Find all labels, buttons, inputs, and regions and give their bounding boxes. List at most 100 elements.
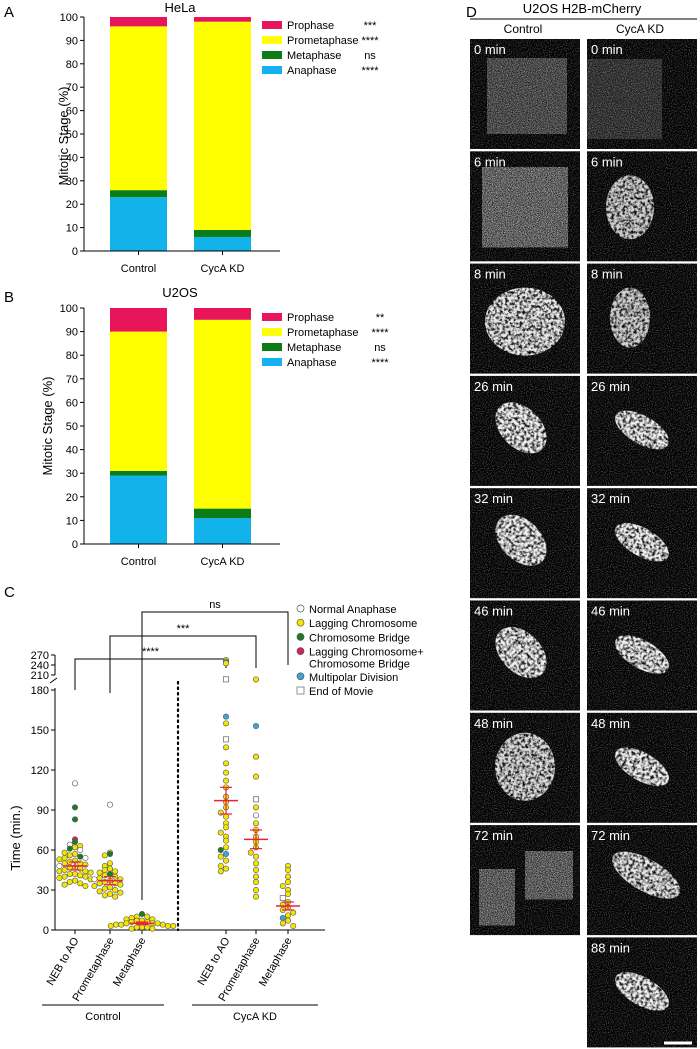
panel-c-ylabel: Time (min.)	[8, 805, 23, 870]
data-point	[223, 850, 230, 857]
y-tick-label: 120	[31, 765, 49, 777]
legend-swatch	[262, 328, 282, 336]
data-point	[284, 878, 291, 885]
timepoint-label: 48 min	[591, 716, 630, 731]
data-point	[107, 865, 114, 872]
data-point	[72, 780, 79, 787]
data-point	[66, 845, 73, 852]
bar-segment	[110, 470, 167, 476]
data-point	[107, 922, 114, 929]
data-point	[101, 852, 108, 859]
data-point	[87, 869, 94, 876]
microscopy-tile: 8 min	[470, 263, 580, 374]
metaphase-plate	[615, 410, 669, 450]
microscopy-tile: 48 min	[587, 712, 697, 823]
panel-label-c: C	[4, 584, 15, 601]
data-point	[96, 880, 103, 887]
microscopy-tile: 72 min	[470, 825, 580, 936]
data-point	[72, 816, 79, 823]
legend-swatch	[262, 343, 282, 351]
bar-segment	[194, 308, 251, 320]
data-point	[107, 890, 114, 897]
data-point	[223, 824, 230, 831]
data-point	[217, 868, 224, 875]
significance-bracket	[74, 658, 227, 690]
legend-label: Prophase	[287, 312, 334, 324]
data-point	[290, 922, 297, 929]
y-tick-label: 20	[66, 199, 78, 211]
legend-label: Chromosome Bridge	[309, 659, 410, 671]
legend-label: Lagging Chromosome+	[309, 647, 424, 659]
data-point	[253, 893, 260, 900]
data-point	[253, 804, 260, 811]
data-point	[56, 868, 63, 875]
chromosomes	[610, 287, 650, 348]
legend-label: Anaphase	[287, 65, 337, 77]
nucleus	[487, 58, 567, 134]
y-tick-label: 30	[66, 176, 78, 188]
data-point	[77, 853, 84, 860]
data-point	[223, 769, 230, 776]
chromosomes	[495, 732, 555, 801]
data-point	[72, 844, 79, 851]
data-point	[77, 880, 84, 887]
data-point	[66, 852, 73, 859]
data-point	[56, 874, 63, 881]
data-point	[159, 921, 166, 928]
data-point	[247, 849, 254, 856]
panel-label-a: A	[4, 4, 14, 21]
bar-segment	[194, 229, 251, 237]
microscopy-tile: 72 min	[587, 825, 697, 936]
panel-d-control-header: Control	[504, 22, 543, 36]
data-point	[101, 892, 108, 899]
data-point	[253, 773, 260, 780]
y-tick-label: 210	[31, 670, 49, 682]
data-point	[61, 873, 68, 880]
microscopy-tile: 26 min	[470, 375, 580, 486]
y-tick-label: 100	[60, 12, 78, 24]
bar-segment	[194, 21, 251, 230]
y-tick-label: 90	[66, 327, 78, 339]
panel-a-title: HeLa	[164, 0, 196, 15]
data-point	[101, 885, 108, 892]
data-point	[61, 860, 68, 867]
panel-c-cyca-group-label: CycA KD	[233, 1011, 277, 1023]
panel-b-chart: U2OS Mitotic Stage (%) 0 10 20 30 40 50 60 70 80…	[40, 285, 389, 568]
bar-segment	[194, 236, 251, 251]
axis-break	[49, 677, 58, 684]
data-point	[279, 882, 286, 889]
y-tick-label: 240	[31, 660, 49, 672]
data-point	[217, 846, 224, 853]
data-point	[223, 813, 230, 820]
timepoint-label: 88 min	[591, 940, 630, 955]
data-point	[117, 889, 124, 896]
data-point	[284, 890, 291, 897]
legend-label: End of Movie	[309, 686, 373, 698]
data-point	[253, 853, 260, 860]
data-point	[253, 722, 260, 729]
data-point	[139, 924, 146, 931]
timepoint-label: 6 min	[474, 154, 506, 169]
x-tick-label: Metaphase	[111, 936, 149, 989]
data-point	[128, 925, 135, 932]
panel-a-chart: HeLa Mitotic Stage (%) 0 10 20 30 40 50 60 70 80…	[56, 0, 379, 275]
y-tick-label: 70	[66, 82, 78, 94]
timepoint-label: 6 min	[591, 154, 623, 169]
microscopy-tile: 32 min	[587, 488, 697, 599]
legend-label: Prometaphase	[287, 35, 359, 47]
bar-segment	[110, 197, 167, 251]
bar-segment	[194, 319, 251, 509]
data-point	[253, 820, 260, 827]
data-point	[82, 873, 89, 880]
microscopy-tile: 0 min	[470, 39, 580, 149]
data-point	[139, 910, 146, 917]
data-point	[253, 866, 260, 873]
timepoint-label: 72 min	[474, 828, 513, 843]
bar-segment	[194, 17, 251, 22]
data-point	[77, 846, 84, 853]
legend-marker	[296, 633, 305, 641]
panel-d-title: U2OS H2B-mCherry	[523, 1, 642, 16]
timepoint-label: 0 min	[591, 42, 623, 57]
x-tick-label: NEB to AO	[45, 935, 82, 987]
y-tick-label: 20	[66, 492, 78, 504]
